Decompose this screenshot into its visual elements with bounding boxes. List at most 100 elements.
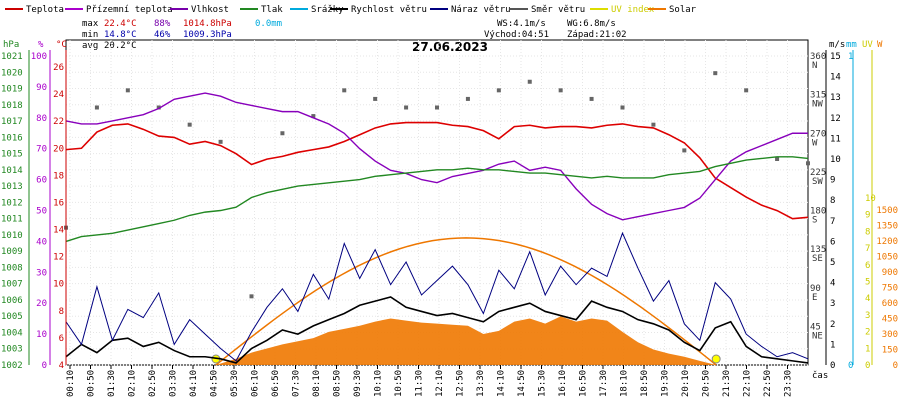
x-tick-label: 17:30	[599, 370, 609, 397]
axis-tick-uv: 9	[865, 211, 870, 221]
wind-direction-point	[558, 88, 563, 93]
wind-direction-point	[496, 88, 501, 93]
wind-direction-point	[218, 139, 223, 144]
wind-direction-series	[64, 71, 810, 299]
axis-tick-hpa: 1018	[1, 101, 23, 111]
wind-direction-point	[744, 88, 749, 93]
legend-label: Srážky	[311, 5, 344, 15]
axis-tick-pct: 50	[36, 207, 47, 217]
axis-tick-hpa: 1004	[1, 328, 23, 338]
axis-tick-w: 1200	[876, 237, 898, 247]
axis-tick-ms: 1	[830, 340, 835, 350]
axis-tick-w: 1050	[876, 253, 898, 263]
wind-direction-point	[249, 294, 254, 299]
x-tick-label: 18:50	[640, 370, 650, 397]
axis-tick-degc: 20	[53, 144, 64, 154]
wind-direction-point	[435, 105, 439, 110]
stat-hum-min: 46%	[154, 30, 171, 40]
axis-tick-uv: 4	[865, 294, 870, 304]
axis-tick-degc: 6	[59, 334, 64, 344]
series-line-teplota	[65, 121, 809, 220]
x-tick-label: 02:50	[148, 370, 158, 397]
chart-title: 27.06.2023	[412, 40, 488, 54]
wind-direction-point	[156, 105, 161, 110]
axis-tick-dir: 90	[810, 284, 821, 294]
axis-tick-pct: 80	[36, 114, 47, 124]
wind-direction-point	[527, 79, 532, 84]
x-tick-label: 07:30	[292, 370, 302, 397]
axis-tick-dir: 45	[810, 322, 821, 332]
axis-tick-ms: 0	[830, 361, 835, 371]
axis-tick-dir: 270	[810, 129, 826, 139]
axis-tick-degc: 22	[53, 117, 64, 127]
wind-direction-point	[806, 161, 810, 166]
wind-direction-point	[682, 148, 687, 153]
x-tick-label: 04:10	[189, 370, 199, 397]
axis-tick-mm: 1	[848, 52, 853, 62]
series-line-rychlost-v-tru	[65, 296, 809, 364]
axis-tick-dir-label: S	[812, 216, 817, 226]
axis-tick-hpa: 1007	[1, 280, 23, 290]
x-tick-label: 04:50	[210, 370, 220, 397]
stat-sunset: Západ:21:02	[567, 30, 627, 40]
x-tick-label: 20:10	[681, 370, 691, 397]
x-tick-label: 02:10	[128, 370, 138, 397]
wind-direction-point	[404, 105, 409, 110]
axis-tick-w: 1500	[876, 206, 898, 216]
axis-tick-uv: 8	[865, 227, 870, 237]
legend-label: UV index	[611, 5, 655, 15]
x-tick-label: 03:30	[169, 370, 179, 397]
legend-label: Směr větru	[531, 5, 585, 15]
stat-press-min: 1009.3hPa	[183, 30, 232, 40]
axis-tick-dir-label: NE	[812, 331, 823, 341]
axis-tick-hpa: 1013	[1, 182, 23, 192]
x-tick-label: 22:10	[743, 370, 753, 397]
axis-tick-uv: 5	[865, 278, 870, 288]
x-tick-label: 11:30	[415, 370, 425, 397]
axis-tick-uv: 1	[865, 344, 870, 354]
axis-tick-hpa: 1014	[1, 166, 23, 176]
x-tick-label: 09:30	[353, 370, 363, 397]
axis-tick-dir-label: E	[812, 293, 817, 303]
x-tick-label: 05:30	[230, 370, 240, 397]
x-tick-label: 10:50	[394, 370, 404, 397]
line-series	[65, 92, 809, 364]
axis-tick-dir: 180	[810, 207, 826, 217]
axis-tick-ms: 9	[830, 176, 835, 186]
stat-ws: WS:4.1m/s	[497, 19, 546, 29]
wind-direction-point	[713, 71, 718, 76]
wind-direction-point	[373, 96, 378, 101]
stat-temp-avg: 20.2°C	[104, 41, 137, 51]
series-line-tlak	[65, 156, 809, 243]
x-tick-label: 01:30	[107, 370, 117, 397]
wind-direction-point	[311, 114, 316, 119]
legend-label: Solar	[669, 5, 697, 15]
axis-tick-ms: 2	[830, 320, 835, 330]
axis-tick-mm: 0	[848, 361, 853, 371]
axis-tick-ms: 3	[830, 299, 835, 309]
axis-unit-w: W	[877, 40, 883, 50]
x-tick-label: 14:50	[517, 370, 527, 397]
sunset-marker	[711, 354, 721, 364]
axis-tick-hpa: 1011	[1, 215, 23, 225]
legend-label: Vlhkost	[191, 5, 229, 15]
legend: Teplota Přízemní teplota Vlhkost Tlak Srážky…	[5, 5, 697, 15]
axis-tick-w: 300	[882, 330, 898, 340]
axis-tick-ms: 4	[830, 279, 835, 289]
x-tick-label: 21:30	[722, 370, 732, 397]
axis-tick-dir: 225	[810, 168, 826, 178]
axis-tick-dir-label: W	[812, 138, 818, 148]
axis-tick-dir-label: SE	[812, 254, 823, 264]
axis-tick-ms: 13	[830, 93, 841, 103]
axis-tick-ms: 15	[830, 52, 841, 62]
axis-tick-degc: 8	[59, 307, 64, 317]
axis-tick-pct: 0	[42, 361, 47, 371]
legend-label: Rychlost větru	[351, 5, 427, 15]
axis-tick-pct: 20	[36, 299, 47, 309]
axis-tick-degc: 18	[53, 171, 64, 181]
axis-tick-ms: 8	[830, 196, 835, 206]
axis-tick-hpa: 1008	[1, 263, 23, 273]
x-tick-label: 14:10	[497, 370, 507, 397]
x-tick-label: 13:30	[476, 370, 486, 397]
